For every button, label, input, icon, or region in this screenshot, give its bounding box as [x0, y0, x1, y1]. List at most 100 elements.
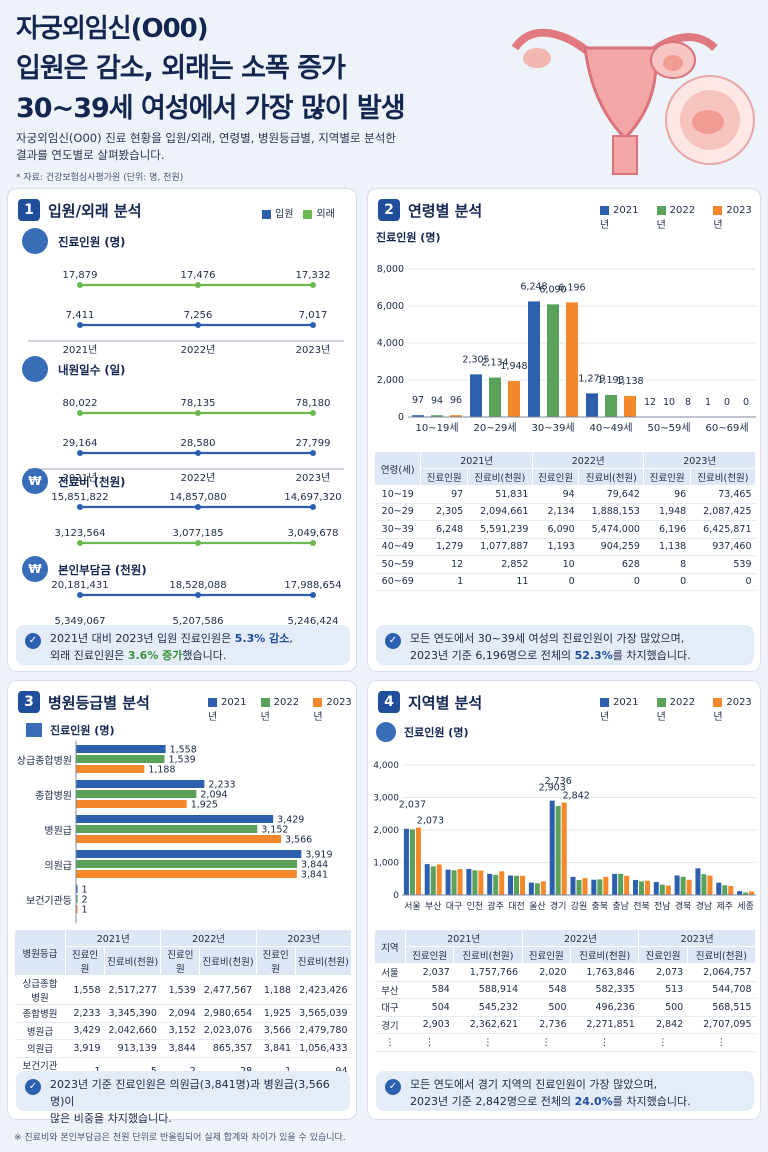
table-header-year: 2022년 — [160, 929, 257, 947]
x-tick-label: 강원 — [571, 901, 588, 912]
data-point — [195, 450, 201, 456]
bar-value-label: 3,429 — [277, 815, 304, 826]
table-cell: 2,073 — [638, 963, 688, 982]
table-cell: 3,429 — [65, 1022, 105, 1040]
bar-value-label: 1,558 — [170, 745, 197, 756]
bar — [412, 415, 424, 417]
y-tick-label: 0 — [398, 412, 404, 423]
table-cell: 865,357 — [199, 1039, 257, 1058]
y-tick-label: 4,000 — [377, 338, 404, 349]
bar — [478, 870, 484, 895]
bar-value-label: 96 — [450, 395, 462, 406]
data-point — [195, 504, 201, 510]
page-title-line3: 30~39세 여성에서 가장 많이 발생 — [16, 93, 406, 124]
table-cell: 2,903 — [405, 1016, 454, 1034]
table-cell: 30~39 — [374, 520, 421, 539]
axis-title: 진료인원 (명) — [50, 723, 114, 737]
legend-2021: 2021년 — [600, 205, 647, 231]
data-point — [77, 540, 83, 546]
bar — [612, 873, 618, 895]
bar-value-label: 1 — [705, 397, 711, 408]
panel3-legend: 2021년 2022년 2023년 — [208, 697, 356, 723]
data-point — [77, 504, 83, 510]
data-label: 3,123,564 — [55, 528, 106, 539]
bar — [431, 415, 443, 417]
table-cell: 2,271,851 — [570, 1016, 639, 1034]
table-cell: ⋮ — [522, 1033, 571, 1052]
calendar-icon — [22, 356, 48, 382]
table-header-cell: 지역 — [374, 929, 406, 964]
table-subheader: 진료비(천원) — [453, 946, 523, 964]
table-cell: 6,425,871 — [690, 520, 756, 539]
table-cell: 3,841 — [256, 1039, 296, 1058]
table-cell: 2,037 — [405, 963, 454, 982]
table-cell: 2,042,660 — [104, 1022, 161, 1040]
bar-value-label: 2,094 — [200, 790, 227, 801]
data-label: 78,180 — [296, 398, 331, 409]
bar-value-label: 94 — [431, 395, 443, 406]
x-tick-label: 대전 — [508, 901, 525, 912]
y-tick-label: 6,000 — [377, 301, 404, 312]
bar — [466, 869, 472, 895]
data-label: 28,580 — [181, 438, 216, 449]
data-label: 78,135 — [181, 398, 216, 409]
y-tick-label: 1,000 — [373, 859, 399, 869]
table-cell: 584 — [405, 981, 454, 999]
table-subheader: 진료비(천원) — [294, 946, 353, 976]
table-cell: 2,707,095 — [687, 1016, 756, 1034]
note1-c: , — [289, 632, 293, 645]
bar — [582, 878, 588, 895]
note2-d: 를 차지했습니다. — [612, 649, 691, 662]
table-cell: 2,094 — [160, 1004, 200, 1023]
table-hospital-grade: 병원등급 2021년 2022년 2023년 진료인원 진료비(천원) 진료인원 진료비(천원… — [13, 929, 353, 1087]
table-cell: 20~29 — [374, 503, 421, 521]
table-cell: 2,064,757 — [687, 963, 756, 982]
legend-2021: 2021년 — [600, 697, 647, 723]
bar — [403, 828, 409, 895]
bar — [76, 835, 282, 843]
bar — [76, 780, 205, 788]
data-point — [77, 450, 83, 456]
note1-a: 2021년 대비 2023년 입원 진료인원은 — [50, 632, 235, 645]
bar — [472, 870, 478, 895]
table-cell: 10 — [532, 555, 579, 574]
table-header-year: 2023년 — [643, 451, 756, 469]
table-row: 상급종합병원 1,558 2,517,277 1,539 2,477,567 1,188 2… — [14, 975, 352, 1005]
x-tick-label: 2022년 — [181, 344, 216, 356]
data-label: 3,077,185 — [173, 528, 224, 539]
bar — [570, 876, 576, 895]
note1-b: 5.3% 감소 — [234, 632, 290, 645]
table-cell: 1,188 — [256, 975, 296, 1005]
header: 자궁외임신(O00) 입원은 감소, 외래는 소폭 증가 30~39세 여성에서… — [0, 0, 768, 188]
table-header-year: 2021년 — [404, 929, 523, 947]
table-cell: 1,558 — [65, 975, 105, 1005]
x-tick-label: 2022년 — [181, 472, 216, 484]
legend-2022: 2022년 — [656, 205, 704, 231]
table-subheader: 진료비(천원) — [104, 946, 162, 976]
table-header-year: 2021년 — [65, 929, 162, 947]
legend-2021: 2021년 — [208, 697, 251, 723]
page-title-line1: 자궁외임신(O00) — [16, 14, 209, 44]
x-tick-label: 경기 — [550, 900, 567, 912]
table-cell: 937,460 — [690, 538, 756, 556]
bar — [528, 301, 540, 417]
table-cell: 1,193 — [532, 538, 579, 556]
data-label: 18,528,088 — [169, 580, 226, 591]
table-cell: 504 — [405, 998, 454, 1017]
data-label: 7,256 — [184, 310, 213, 321]
table-cell: 11 — [467, 573, 533, 591]
bar — [638, 881, 644, 895]
panel2-heading: 연령별 분석 — [408, 201, 483, 220]
table-subheader: 진료인원 — [255, 946, 296, 976]
panel4-title: 4 지역별 분석 — [378, 691, 482, 713]
won-icon — [22, 556, 48, 582]
group-label: 내원일수 (일) — [58, 363, 125, 377]
table-header-year: 2022년 — [531, 451, 645, 469]
table-cell: 2,362,621 — [453, 1016, 523, 1034]
table-cell: 1,763,846 — [570, 963, 639, 982]
table-subheader: 진료비(천원) — [199, 946, 257, 976]
table-cell: 496,236 — [570, 998, 639, 1017]
x-tick-label: 부산 — [425, 901, 442, 912]
table-cell: 3,919 — [65, 1039, 105, 1058]
panel-age: 2 연령별 분석 2021년 2022년 2023년 진료인원 (명) 0 2,00… — [367, 188, 761, 672]
